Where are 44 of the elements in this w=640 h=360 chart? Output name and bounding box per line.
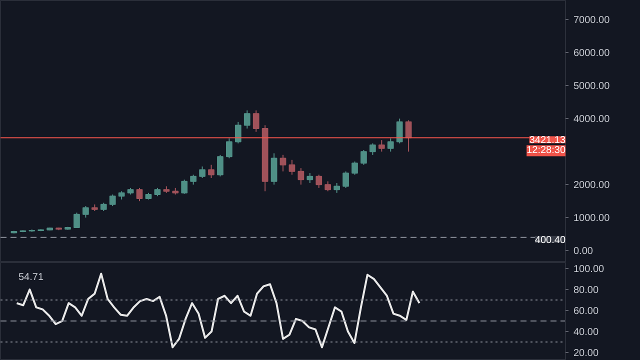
candlestick xyxy=(324,180,332,192)
candlestick xyxy=(217,154,224,177)
candlestick xyxy=(244,110,250,130)
y-tick-label: 6000.00 xyxy=(574,48,610,60)
y-tick-label: 2000.00 xyxy=(574,180,610,192)
y-tick-label: 100.00 xyxy=(574,264,605,275)
annotation: 12:28:30 xyxy=(526,145,566,156)
candlestick xyxy=(208,164,214,179)
candlestick xyxy=(82,206,89,218)
line-series xyxy=(16,272,420,348)
candlestick xyxy=(234,121,242,144)
y-tick-label: 7000.00 xyxy=(574,15,610,26)
candlestick xyxy=(199,166,206,179)
candlestick xyxy=(288,159,296,176)
candlestick xyxy=(352,161,358,176)
candlestick xyxy=(270,152,278,186)
y-tick-label: 0.00 xyxy=(574,246,594,258)
candlestick xyxy=(306,172,314,184)
candlestick xyxy=(369,142,376,156)
candlestick xyxy=(334,182,340,194)
candlestick xyxy=(252,110,260,132)
candlestick xyxy=(136,187,143,202)
candlestick xyxy=(280,154,286,172)
candlestick xyxy=(342,170,349,188)
candlestick xyxy=(226,138,232,159)
candlestick xyxy=(181,179,188,194)
candlestick xyxy=(396,118,403,144)
candlestick xyxy=(298,168,304,186)
candlestick xyxy=(387,138,394,152)
y-tick-label: 60.00 xyxy=(574,306,599,317)
annotation: 54.71 xyxy=(18,272,44,283)
y-tick-label: 40.00 xyxy=(574,327,599,338)
y-tick-label: 4000.00 xyxy=(574,114,610,126)
candlestick xyxy=(316,174,322,188)
candlestick xyxy=(74,212,80,228)
candlestick xyxy=(378,140,385,152)
candlestick xyxy=(190,174,197,186)
y-tick-label: 80.00 xyxy=(574,284,599,296)
y-tick-label: 20.00 xyxy=(574,348,599,360)
ref-line-label: 400.40 xyxy=(534,234,566,246)
candlestick xyxy=(360,149,367,166)
candlestick xyxy=(109,194,116,207)
y-tick-label: 5000.00 xyxy=(574,81,610,92)
y-tick-label: 1000.00 xyxy=(574,213,610,224)
